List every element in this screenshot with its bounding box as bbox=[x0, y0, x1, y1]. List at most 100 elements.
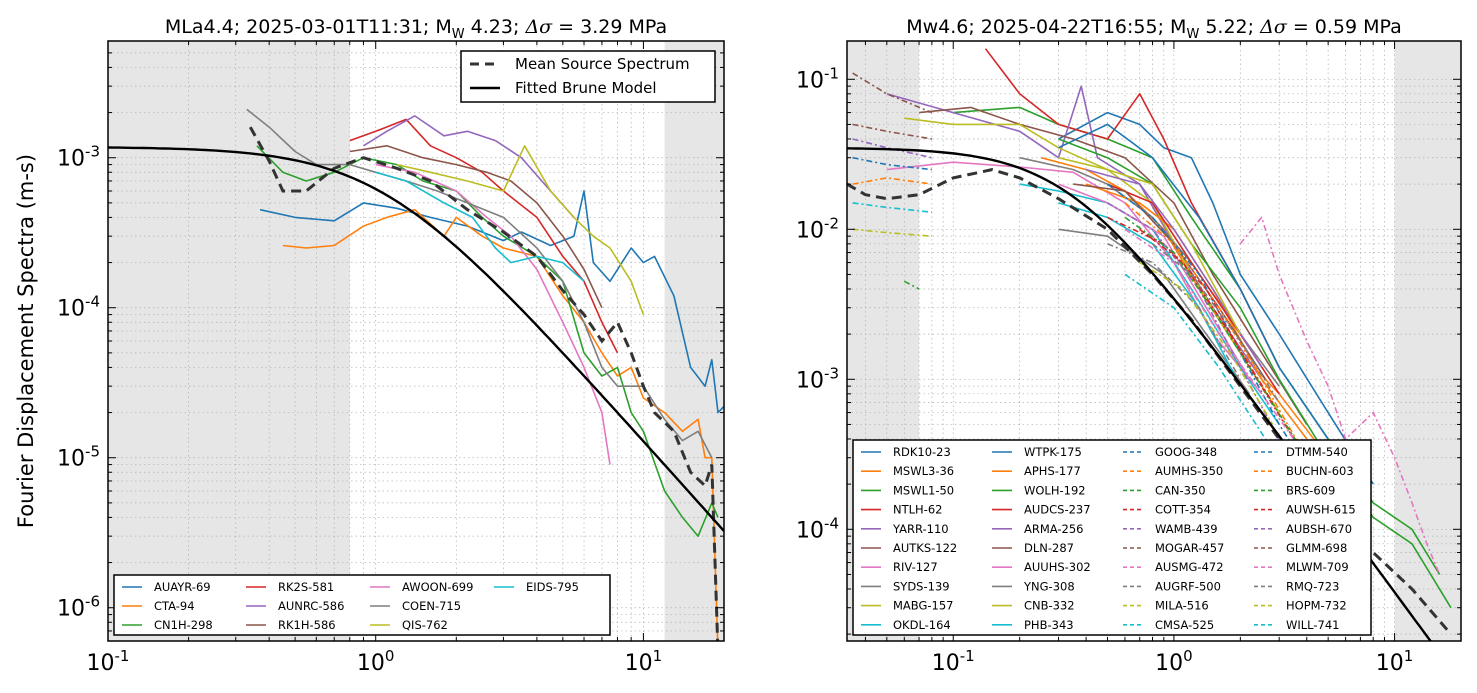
series-line-mswl1-50 bbox=[953, 106, 1441, 575]
legend-label-phb-343: PHB-343 bbox=[1024, 618, 1074, 632]
legend-label-cmsa-525: CMSA-525 bbox=[1155, 618, 1214, 632]
series-line-autks-122 bbox=[919, 106, 1308, 425]
axes-frame bbox=[846, 40, 1462, 642]
legend-label-will-741: WILL-741 bbox=[1286, 618, 1339, 632]
legend-label-audcs-237: AUDCS-237 bbox=[1024, 503, 1091, 517]
series-line-will-741 bbox=[1124, 273, 1267, 440]
legend-label-auwsh-615: AUWSH-615 bbox=[1286, 503, 1356, 517]
y-tick-label: 10-3 bbox=[796, 364, 839, 393]
y-tick-label: 10-3 bbox=[57, 143, 100, 172]
legend-label-mlwm-709: MLWM-709 bbox=[1286, 560, 1349, 574]
mean-source-spectrum-line bbox=[248, 126, 720, 641]
series-line-qis-762 bbox=[396, 145, 645, 315]
x-tick-label: 10-1 bbox=[932, 647, 975, 676]
x-tick-label: 10-1 bbox=[87, 647, 130, 676]
series-line-wamb-439 bbox=[1107, 202, 1280, 440]
legend-label-glmm-698: GLMM-698 bbox=[1286, 541, 1347, 555]
legend-label-arma-256: ARMA-256 bbox=[1024, 522, 1084, 536]
series-line-auwsh-615 bbox=[1139, 228, 1274, 403]
legend-label-cn1h-298: CN1H-298 bbox=[154, 618, 213, 632]
series-line-wtpk-175 bbox=[1058, 123, 1329, 440]
y-tick-label: 10-5 bbox=[57, 443, 100, 472]
axis-ticks bbox=[847, 41, 1462, 641]
legend-label-rk1h-586: RK1H-586 bbox=[278, 618, 336, 632]
y-tick-label: 10-4 bbox=[57, 293, 100, 322]
legend-label-buchn-603: BUCHN-603 bbox=[1286, 464, 1354, 478]
legend-label-aphs-177: APHS-177 bbox=[1024, 464, 1081, 478]
y-tick-label: 10-4 bbox=[796, 514, 839, 543]
station-legend: AUAYR-69 CTA-94 CN1H-298 RK2S-581 AUNRC-586 R… bbox=[113, 574, 611, 636]
series-line-aubsh-670 bbox=[852, 138, 933, 159]
station-legend: RDK10-23 MSWL3-36 MSWL1-50 NTLH-62 YARR-110 A… bbox=[852, 439, 1372, 636]
series-line-coen-715 bbox=[246, 108, 713, 459]
legend-label-aunrc-586: AUNRC-586 bbox=[278, 599, 344, 613]
legend-label-brs-609: BRS-609 bbox=[1286, 483, 1335, 497]
series-line-glmm-698 bbox=[852, 123, 933, 140]
series-line-wolh-192 bbox=[1058, 138, 1452, 609]
legend-label-wtpk-175: WTPK-175 bbox=[1024, 445, 1082, 459]
series-line-ausmg-472 bbox=[1124, 228, 1308, 459]
legend-label-riv-127: RIV-127 bbox=[893, 560, 938, 574]
series-line-mlwm-709 bbox=[1239, 216, 1441, 575]
series-line-rk2s-581 bbox=[349, 118, 619, 354]
legend-label-aubsh-670: AUBSH-670 bbox=[1286, 522, 1352, 536]
series-line-goog-348 bbox=[1107, 183, 1329, 504]
legend-label-dln-287: DLN-287 bbox=[1024, 541, 1074, 555]
series-line-auayr-69 bbox=[259, 190, 724, 414]
legend-label-dtmm-540: DTMM-540 bbox=[1286, 445, 1348, 459]
legend-label-rk2s-581: RK2S-581 bbox=[278, 580, 334, 594]
brune-legend-label: Fitted Brune Model bbox=[515, 79, 657, 97]
legend-label-rmq-723: RMQ-723 bbox=[1286, 579, 1339, 593]
x-tick-label: 101 bbox=[1376, 647, 1414, 676]
series-line-augrf-500 bbox=[1107, 243, 1241, 380]
mean-legend-label: Mean Source Spectrum bbox=[515, 55, 690, 73]
grid bbox=[108, 41, 724, 641]
station-legend-box bbox=[113, 574, 611, 636]
legend-label-ausmg-472: AUSMG-472 bbox=[1155, 560, 1224, 574]
legend-label-auuhs-302: AUUHS-302 bbox=[1024, 560, 1091, 574]
legend-label-cnb-332: CNB-332 bbox=[1024, 599, 1075, 613]
series-line-aunrc-586 bbox=[363, 115, 575, 218]
plot-area bbox=[108, 41, 724, 641]
legend-label-syds-139: SYDS-139 bbox=[893, 579, 950, 593]
series-line-aphs-177 bbox=[1085, 183, 1308, 440]
series-line-eids-795 bbox=[375, 171, 585, 282]
fitted-brune-model-line bbox=[108, 146, 724, 532]
legend-label-auayr-69: AUAYR-69 bbox=[154, 580, 211, 594]
legend-label-mila-516: MILA-516 bbox=[1155, 599, 1209, 613]
series-line-aumhs-350 bbox=[1124, 202, 1308, 459]
station-legend-box bbox=[852, 439, 1372, 636]
legend-label-eids-795: EIDS-795 bbox=[526, 580, 579, 594]
chart-panel-right: 10-1 100 101 10-4 10-3 10-2 10-1 Mw4.6; 2025-04… bbox=[796, 16, 1462, 676]
legend-label-hopm-732: HOPM-732 bbox=[1286, 599, 1347, 613]
legend-label-awoon-699: AWOON-699 bbox=[402, 580, 473, 594]
model-legend-box bbox=[460, 50, 716, 103]
legend-label-mswl3-36: MSWL3-36 bbox=[893, 464, 954, 478]
model-legend: Mean Source Spectrum Fitted Brune Model bbox=[460, 50, 716, 103]
x-tick-label: 100 bbox=[357, 647, 395, 676]
series-line-rmq-723 bbox=[1152, 243, 1280, 403]
legend-label-can-350: CAN-350 bbox=[1155, 483, 1206, 497]
legend-label-rdk10-23: RDK10-23 bbox=[893, 445, 951, 459]
legend-label-augrf-500: AUGRF-500 bbox=[1155, 579, 1221, 593]
legend-label-coen-715: COEN-715 bbox=[402, 599, 461, 613]
series-line-buchn-603 bbox=[852, 177, 933, 185]
axis-ticks bbox=[107, 40, 725, 642]
legend-label-mabg-157: MABG-157 bbox=[893, 599, 954, 613]
legend-label-autks-122: AUTKS-122 bbox=[893, 541, 957, 555]
series-line-hopm-732 bbox=[1139, 261, 1274, 425]
series-line-awoon-699 bbox=[375, 163, 611, 465]
series-line-mogar-457 bbox=[852, 72, 933, 114]
legend-label-cott-354: COTT-354 bbox=[1155, 503, 1211, 517]
series-line-can-350 bbox=[903, 280, 920, 290]
legend-label-yarr-110: YARR-110 bbox=[892, 522, 949, 536]
legend-label-okdl-164: OKDL-164 bbox=[893, 618, 951, 632]
series-line-rdk10-23 bbox=[1058, 111, 1374, 485]
legend-label-cta-94: CTA-94 bbox=[154, 599, 195, 613]
chart-panel-left: 10-1 100 101 10-6 10-5 10-4 10-3 MLa4.4; 2025-0… bbox=[14, 16, 725, 676]
y-tick-label: 10-1 bbox=[796, 64, 839, 93]
legend-label-mswl1-50: MSWL1-50 bbox=[893, 483, 954, 497]
chart-title: Mw4.6; 2025-04-22T16:55; MW 5.22; Δσ = 0… bbox=[906, 16, 1402, 42]
chart-title: MLa4.4; 2025-03-01T11:31; MW 4.23; Δσ = … bbox=[165, 16, 667, 42]
